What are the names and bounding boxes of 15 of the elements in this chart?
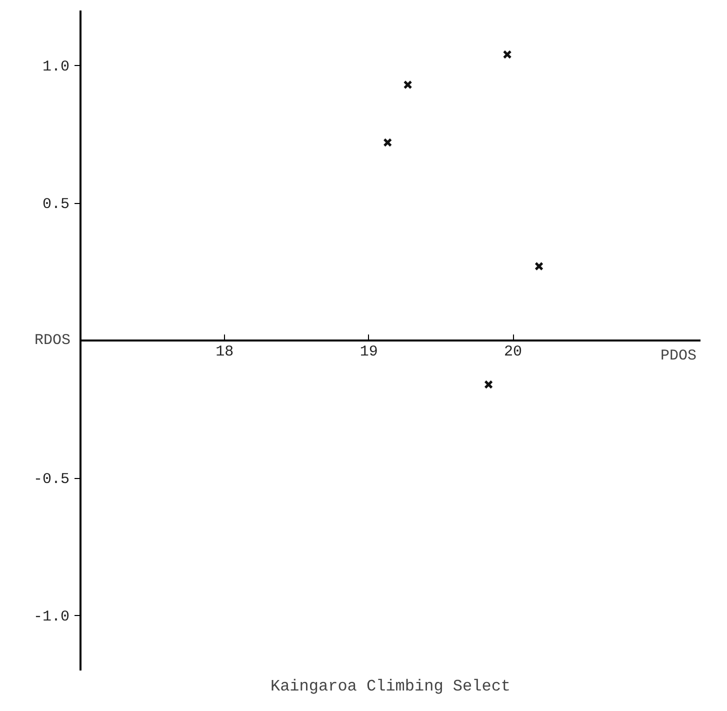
point	[484, 380, 493, 389]
x-tick-label: 20	[504, 344, 522, 360]
x-axis-title: PDOS	[660, 348, 697, 364]
text: Kaingaroa Climbing Select	[270, 678, 511, 696]
y-tick-label: 0.5	[42, 196, 70, 213]
point	[383, 138, 392, 147]
point	[403, 80, 412, 90]
point	[502, 50, 512, 59]
x-tick-label: 19	[360, 344, 378, 360]
y-tick-label: 1.0	[42, 58, 70, 76]
point	[534, 262, 544, 271]
x-tick-label: 18	[216, 344, 234, 360]
y-tick-label: -1.0	[33, 608, 70, 626]
y-axis-title: RDOS	[34, 332, 71, 349]
y-tick-label: -0.5	[33, 471, 70, 488]
